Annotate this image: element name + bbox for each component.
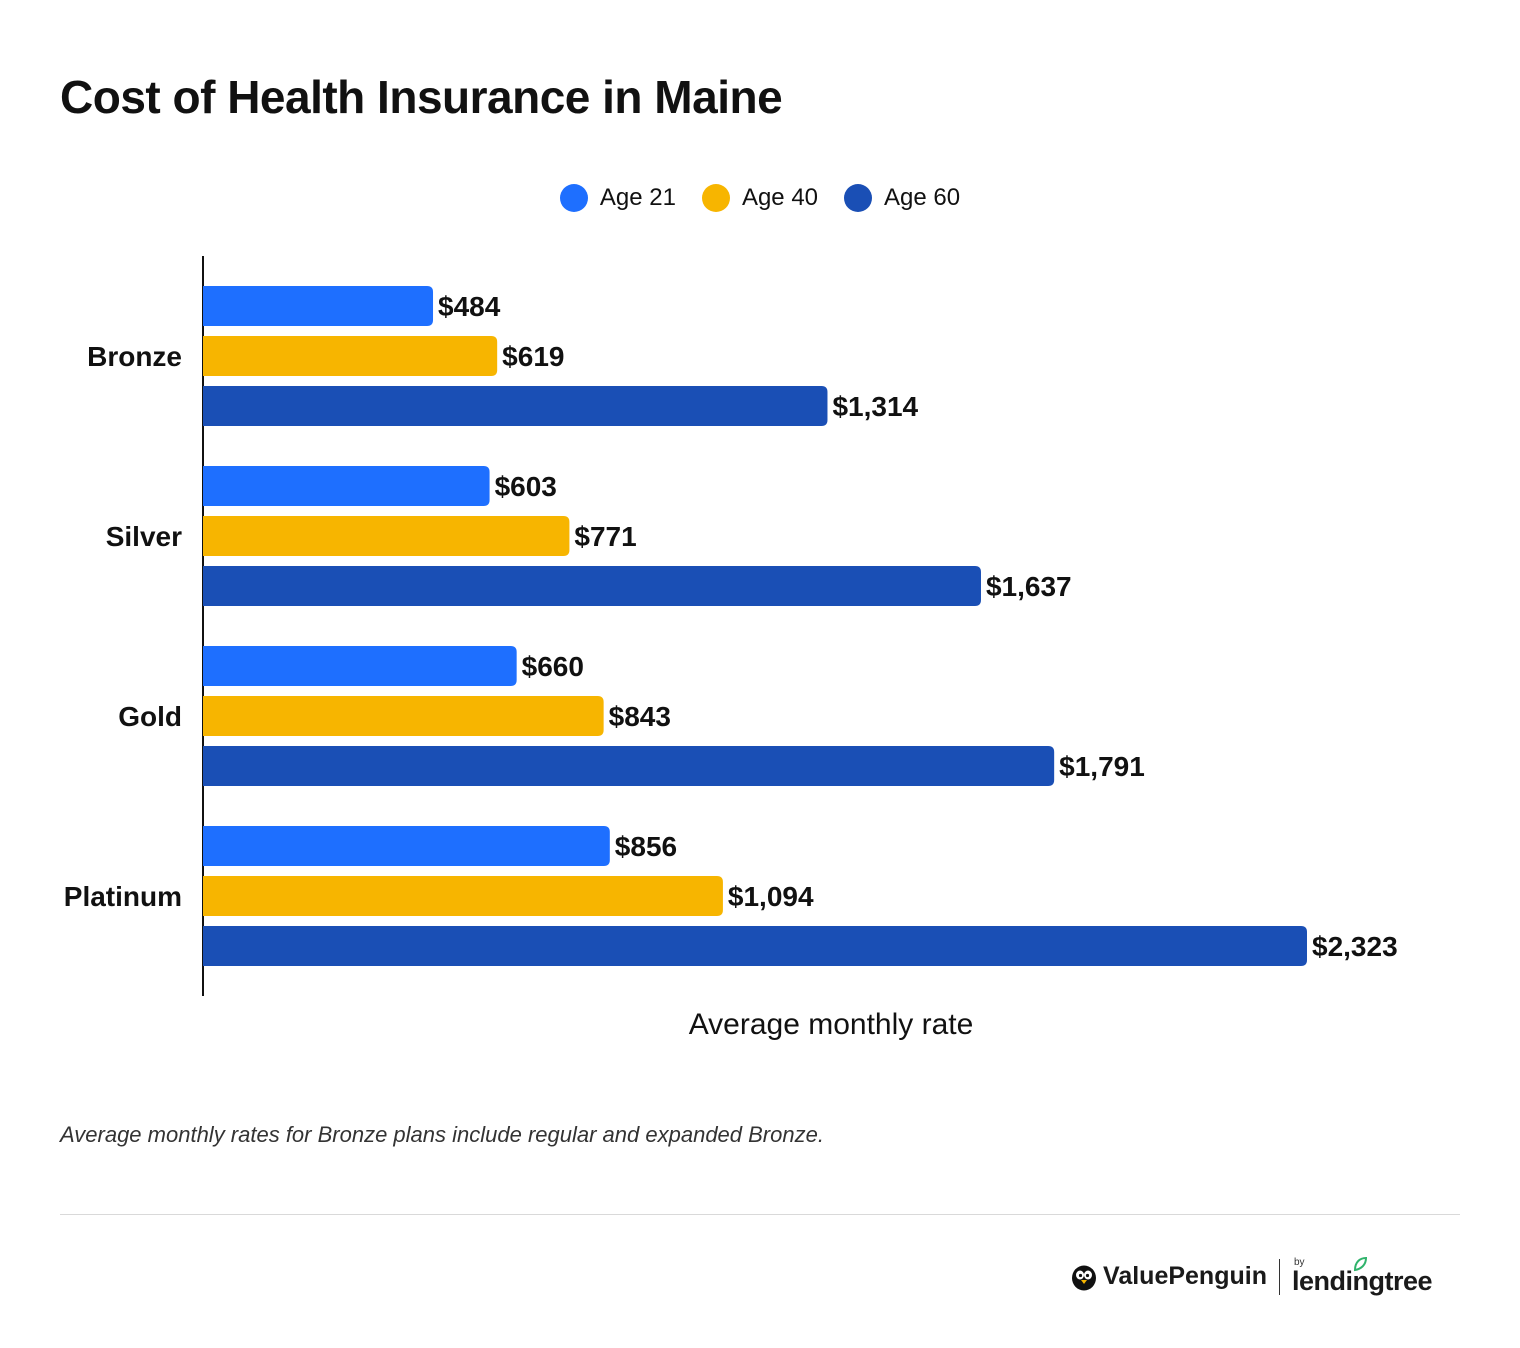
legend-swatch-age-40	[701, 184, 730, 212]
category-label-gold: Gold	[118, 701, 182, 732]
bar-silver-age-21	[203, 466, 490, 506]
data-label-bronze-age-40: $619	[502, 341, 564, 372]
brand-by-text: by	[1293, 1257, 1305, 1268]
legend-item-age-40: Age 40	[701, 184, 819, 212]
chart-title: Cost of Health Insurance in Maine	[60, 71, 783, 123]
bar-gold-age-21	[203, 646, 517, 686]
data-label-silver-age-40: $771	[574, 521, 636, 552]
category-label-platinum: Platinum	[64, 881, 182, 912]
bar-chart: Bronze $484$619 $1,314 Silver $603 $771 $1,637…	[64, 256, 1398, 996]
leaf-icon	[1353, 1256, 1367, 1272]
legend-item-age-21: Age 21	[559, 184, 676, 212]
footnote: Average monthly rates for Bronze plans i…	[60, 1122, 824, 1147]
data-label-platinum-age-40: $1,094	[728, 881, 814, 912]
penguin-icon	[1072, 1265, 1097, 1290]
bar-bronze-age-40	[203, 336, 498, 376]
data-label-silver-age-60: $1,637	[986, 571, 1072, 602]
bar-platinum-age-60	[203, 926, 1307, 966]
legend-swatch-age-60	[844, 184, 873, 212]
bar-bronze-age-21	[203, 286, 434, 326]
bar-bronze-age-60	[203, 386, 828, 426]
lendingtree-logo: by lendingtree	[1291, 1256, 1433, 1296]
data-label-gold-age-21: $660	[522, 651, 584, 682]
bar-gold-age-40	[203, 696, 604, 736]
category-label-silver: Silver	[106, 521, 182, 552]
legend-swatch-age-21	[559, 184, 588, 212]
bar-silver-age-40	[203, 516, 570, 556]
legend-label-age-40: Age 40	[741, 184, 819, 211]
legend: Age 21 Age 40 Age 60	[0, 184, 1520, 212]
x-axis-label: Average monthly rate	[688, 1008, 974, 1041]
legend-label-age-60: Age 60	[884, 184, 961, 211]
legend-item-age-60: Age 60	[844, 184, 960, 212]
legend-label-age-21: Age 21	[599, 184, 676, 211]
data-label-silver-age-21: $603	[495, 471, 557, 502]
data-label-bronze-age-60: $1,314	[832, 391, 918, 422]
valuepenguin-logo: ValuePenguin	[1071, 1262, 1267, 1291]
brand-separator	[1278, 1258, 1280, 1295]
bar-platinum-age-40	[203, 876, 723, 916]
data-label-gold-age-40: $843	[609, 701, 671, 732]
bar-silver-age-60	[203, 566, 981, 606]
category-label-bronze: Bronze	[87, 341, 182, 372]
brand-logo: ValuePenguin by lendingtree	[1071, 1256, 1433, 1296]
valuepenguin-wordmark: ValuePenguin	[1103, 1262, 1267, 1290]
bar-platinum-age-21	[203, 826, 610, 866]
data-label-platinum-age-21: $856	[615, 831, 677, 862]
bar-gold-age-60	[203, 746, 1055, 786]
data-label-bronze-age-21: $484	[438, 291, 501, 322]
lendingtree-wordmark: lendingtree	[1291, 1266, 1433, 1296]
divider	[60, 1214, 1460, 1215]
data-label-gold-age-60: $1,791	[1059, 751, 1145, 782]
data-label-platinum-age-60: $2,323	[1312, 931, 1398, 962]
